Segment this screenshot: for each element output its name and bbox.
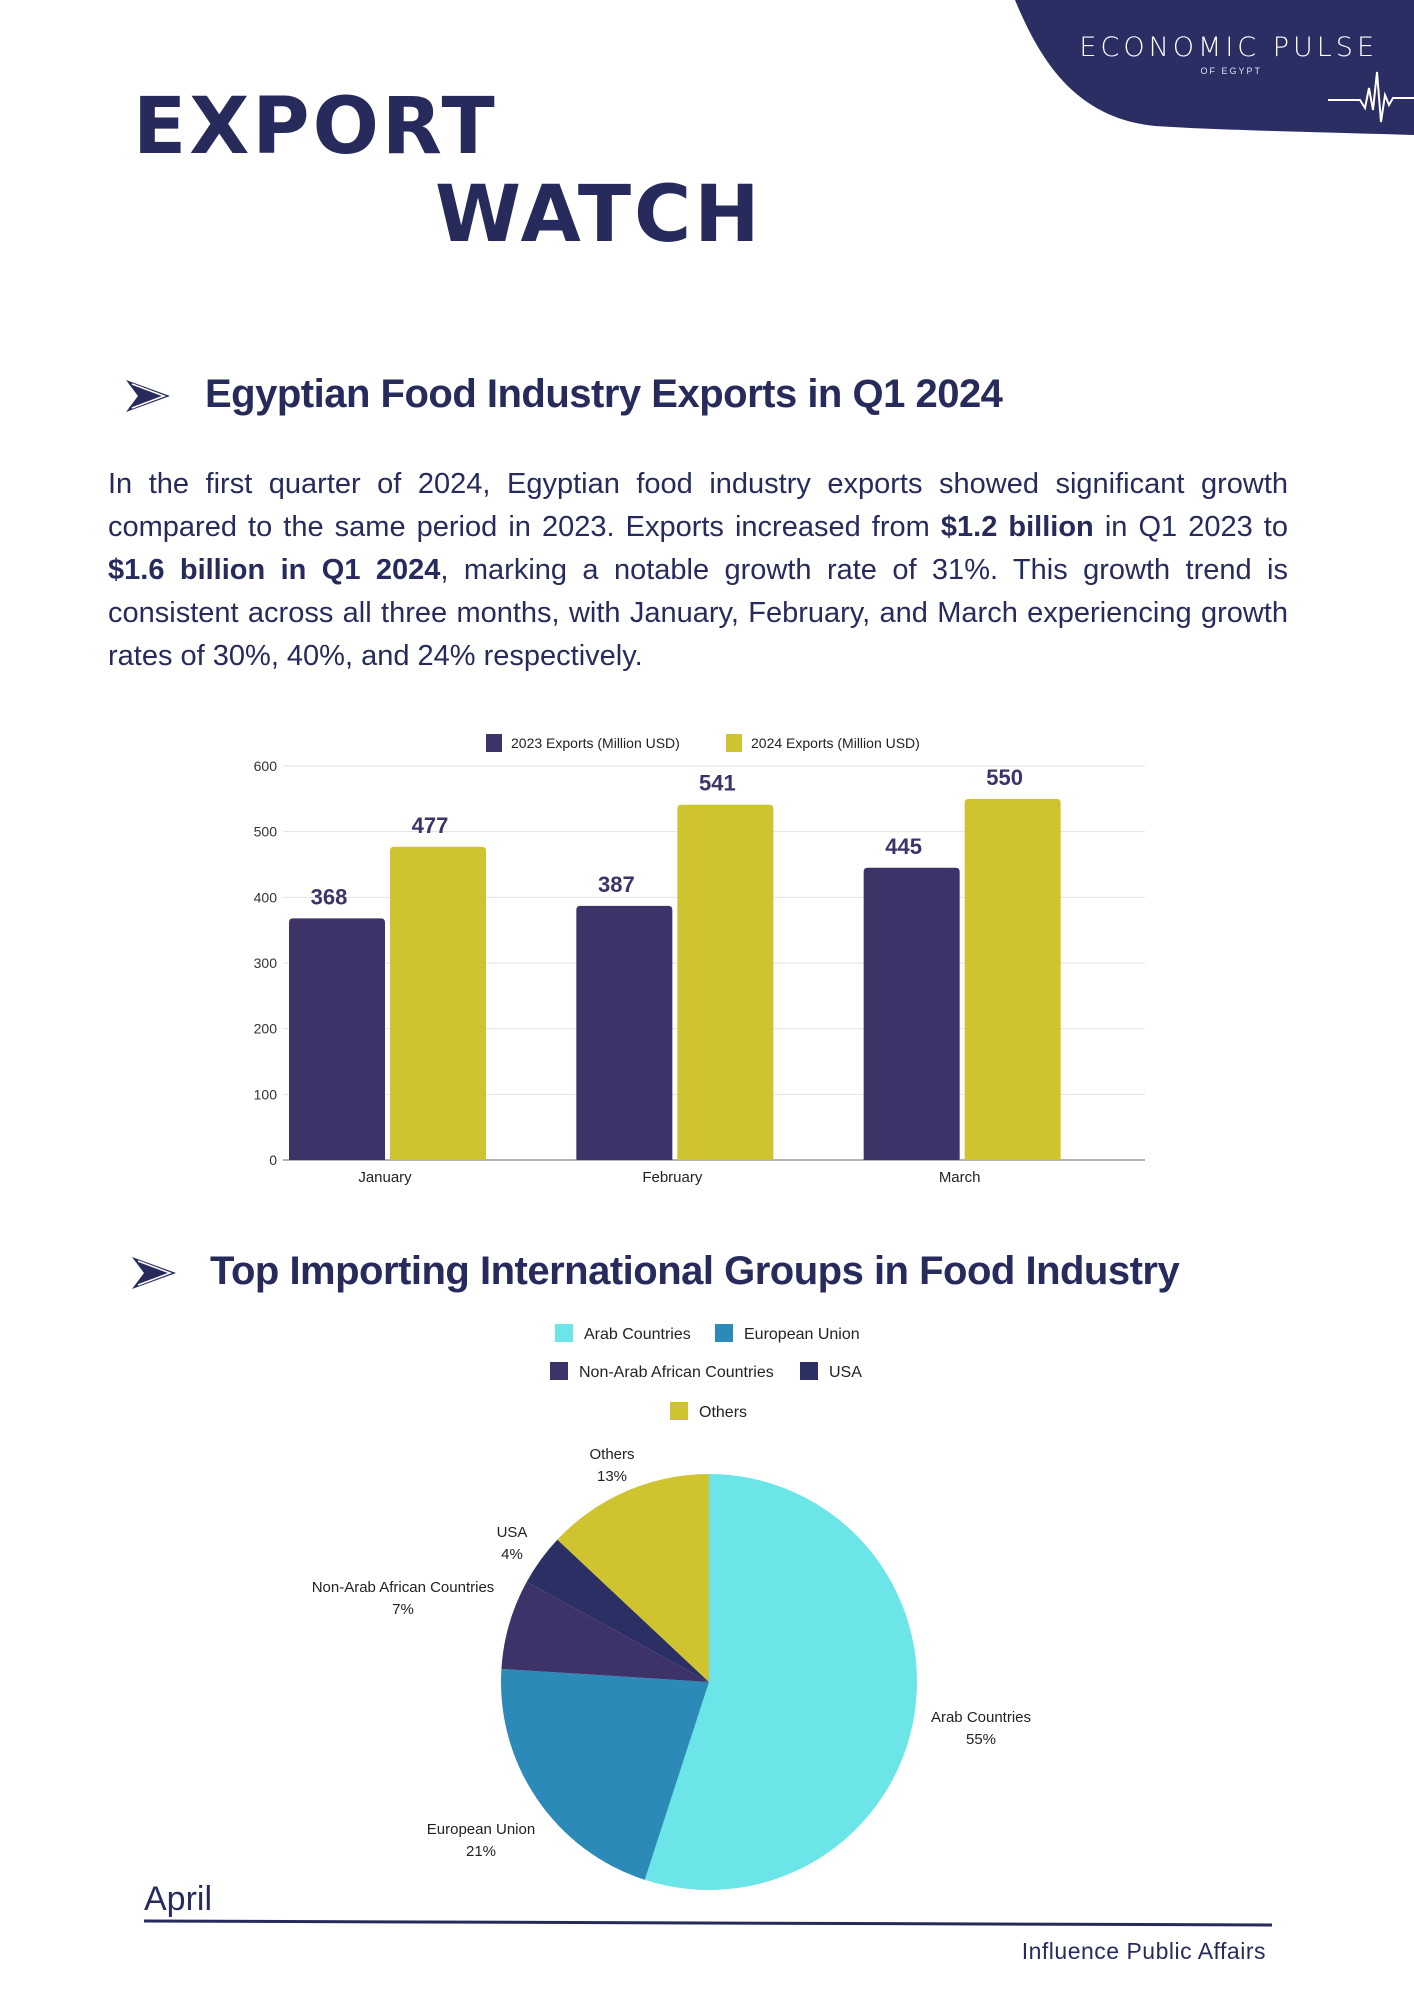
y-tick-label: 100 bbox=[254, 1086, 278, 1102]
y-tick-label: 200 bbox=[254, 1021, 278, 1037]
pie-slice bbox=[500, 1668, 709, 1880]
data-label: 445 bbox=[885, 834, 922, 859]
legend-label: European Union bbox=[744, 1326, 860, 1343]
legend-label: Arab Countries bbox=[584, 1326, 691, 1343]
data-label: 550 bbox=[986, 765, 1023, 790]
text: in Q1 2023 to bbox=[1093, 511, 1288, 543]
brand-banner bbox=[1015, 0, 1414, 135]
legend-swatch bbox=[555, 1324, 573, 1342]
x-tick-label: January bbox=[358, 1169, 412, 1186]
slice-label: Others bbox=[589, 1446, 634, 1463]
legend-swatch bbox=[726, 734, 742, 752]
pie-slice bbox=[644, 1474, 917, 1890]
pie-chart: Arab Countries European Union Non-Arab Afr… bbox=[312, 1324, 1031, 1890]
slice-label: Non-Arab African Countries bbox=[312, 1579, 495, 1596]
slice-label: USA bbox=[497, 1524, 528, 1541]
data-label: 477 bbox=[412, 813, 449, 838]
x-tick-label: February bbox=[642, 1169, 703, 1186]
footer-divider bbox=[144, 1919, 1273, 1927]
bar bbox=[677, 804, 774, 1160]
bar bbox=[576, 905, 673, 1160]
bar bbox=[863, 867, 960, 1160]
arrow-icon bbox=[132, 1257, 176, 1289]
y-tick-label: 500 bbox=[254, 824, 278, 840]
brand-title: ECONOMIC PULSE bbox=[1079, 32, 1378, 63]
legend-label: Others bbox=[699, 1404, 747, 1421]
bar-chart: 0 100 200 300 400 500 600 2023 Exports (Million… bbox=[254, 734, 1145, 1186]
pie-slice bbox=[557, 1474, 709, 1682]
section-heading-importers: Top Importing International Groups in Fo… bbox=[210, 1249, 1180, 1293]
y-tick-label: 400 bbox=[254, 889, 278, 905]
brand-subtitle: OF EGYPT bbox=[1200, 66, 1262, 76]
data-label: 368 bbox=[311, 884, 348, 909]
page-title-line1: EXPORT bbox=[133, 82, 498, 172]
x-tick-label: March bbox=[939, 1169, 981, 1186]
slice-value: 4% bbox=[501, 1546, 523, 1563]
pulse-icon bbox=[1328, 71, 1414, 123]
legend-label: 2023 Exports (Million USD) bbox=[511, 735, 680, 751]
y-tick-label: 0 bbox=[269, 1152, 277, 1168]
legend-swatch bbox=[486, 734, 502, 752]
y-tick-label: 300 bbox=[254, 955, 278, 971]
slice-label: European Union bbox=[427, 1821, 535, 1838]
slice-value: 7% bbox=[392, 1601, 414, 1618]
legend-swatch bbox=[550, 1362, 568, 1380]
bold-text: $1.2 billion bbox=[940, 511, 1094, 543]
pie-slice bbox=[526, 1539, 709, 1682]
slice-value: 21% bbox=[466, 1843, 496, 1860]
arrow-icon bbox=[126, 380, 170, 412]
text: In the first quarter of 2024, Egyptian f… bbox=[108, 468, 1288, 543]
legend-swatch bbox=[715, 1324, 733, 1342]
footer-org: Influence Public Affairs bbox=[1021, 1938, 1266, 1964]
data-label: 541 bbox=[699, 771, 736, 796]
page-title-line2: WATCH bbox=[435, 170, 763, 260]
legend-label: 2024 Exports (Million USD) bbox=[751, 735, 920, 751]
legend-label: USA bbox=[829, 1364, 862, 1381]
text: , marking a notable growth rate of 31%. … bbox=[108, 554, 1289, 672]
summary-paragraph: In the first quarter of 2024, Egyptian f… bbox=[108, 463, 1288, 678]
legend-swatch bbox=[670, 1402, 688, 1420]
bar bbox=[964, 798, 1061, 1160]
footer-month: April bbox=[144, 1880, 213, 1918]
slice-value: 55% bbox=[966, 1731, 996, 1748]
slice-value: 13% bbox=[597, 1468, 627, 1485]
legend-swatch bbox=[800, 1362, 818, 1380]
legend-label: Non-Arab African Countries bbox=[579, 1364, 774, 1381]
pie-slice bbox=[501, 1581, 709, 1682]
bar bbox=[289, 918, 385, 1160]
data-label: 387 bbox=[598, 872, 635, 897]
bar bbox=[390, 846, 486, 1160]
bold-text: $1.6 billion in Q1 2024 bbox=[108, 554, 441, 586]
slice-label: Arab Countries bbox=[931, 1709, 1031, 1726]
y-tick-label: 600 bbox=[254, 758, 278, 774]
section-heading-exports: Egyptian Food Industry Exports in Q1 202… bbox=[205, 372, 1003, 416]
